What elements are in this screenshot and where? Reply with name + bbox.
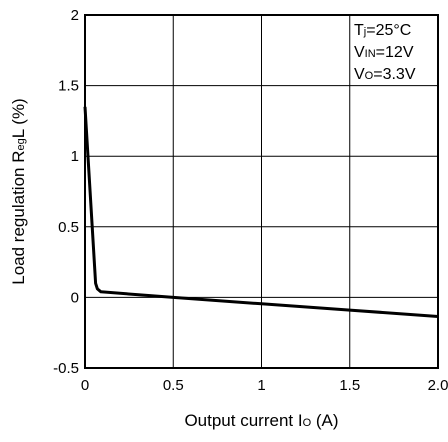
plot-frame: [84, 14, 439, 369]
text-main: T: [354, 22, 364, 39]
x-tick-label: 1: [257, 377, 265, 394]
text-main: V: [354, 44, 365, 61]
x-axis-label: Output current IO (A): [184, 411, 338, 430]
y-tick-label: -0.5: [53, 360, 79, 377]
grid-lines: [85, 15, 438, 368]
y-label-sub: eg: [15, 138, 27, 150]
series-line-0: [83, 106, 439, 318]
y-axis-label: Load regulation RegL (%): [9, 98, 28, 284]
text-tail: =12V: [376, 44, 414, 61]
x-tick-label: 1.5: [339, 377, 360, 394]
y-tick-label: 0.5: [58, 219, 79, 236]
text-subscript: IN: [365, 48, 376, 60]
y-label-tail: L (%): [9, 98, 28, 138]
text-subscript: j: [363, 26, 366, 38]
y-tick-label: 1.5: [58, 78, 79, 95]
x-label-unit: (A): [311, 411, 338, 430]
y-tick-label: 0: [71, 289, 79, 306]
y-label-main: Load regulation R: [9, 151, 28, 285]
y-tick-labels: -0.5 0 0.5 1 1.5 2: [53, 7, 79, 377]
x-tick-label: 0: [81, 377, 89, 394]
x-label-sub: O: [303, 417, 312, 429]
y-tick-label: 1: [71, 148, 79, 165]
x-tick-label: 0.5: [163, 377, 184, 394]
x-label-main: Output current I: [184, 411, 302, 430]
annotation-line: Tj=25°C: [354, 22, 411, 39]
annotation-background: [352, 18, 436, 84]
x-tick-label: 2.0: [428, 377, 448, 394]
text-subscript: O: [365, 70, 374, 82]
annotation-line: VO=3.3V: [354, 66, 416, 83]
y-tick-label: 2: [71, 7, 79, 24]
x-tick-labels: 0 0.5 1 1.5 2.0: [81, 377, 448, 394]
series-layer: [83, 106, 439, 318]
text-tail: =3.3V: [373, 66, 416, 83]
annotation-line: VIN=12V: [354, 44, 414, 61]
text-main: V: [354, 66, 365, 83]
text-tail: =25°C: [366, 22, 411, 39]
